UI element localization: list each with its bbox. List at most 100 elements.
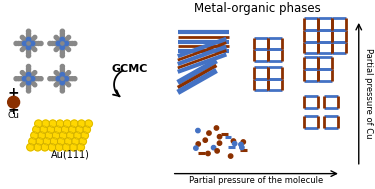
Circle shape [27, 70, 31, 74]
Circle shape [69, 126, 76, 133]
Circle shape [33, 71, 37, 74]
Circle shape [14, 77, 18, 81]
Circle shape [60, 89, 64, 93]
Circle shape [56, 143, 63, 151]
Circle shape [60, 49, 64, 53]
Circle shape [203, 138, 207, 142]
Circle shape [60, 84, 64, 88]
Circle shape [48, 41, 52, 46]
Circle shape [27, 29, 31, 33]
Circle shape [16, 77, 21, 81]
Circle shape [40, 126, 48, 133]
Circle shape [34, 41, 38, 46]
Circle shape [58, 44, 62, 48]
Circle shape [56, 81, 60, 85]
Circle shape [32, 72, 35, 76]
Circle shape [60, 45, 64, 50]
Circle shape [70, 41, 74, 46]
Circle shape [27, 64, 31, 69]
Circle shape [24, 39, 28, 43]
Circle shape [30, 80, 33, 83]
Circle shape [64, 41, 69, 46]
Circle shape [196, 128, 200, 133]
Circle shape [63, 143, 70, 151]
Circle shape [58, 80, 62, 83]
Circle shape [27, 86, 31, 91]
Circle shape [27, 49, 31, 53]
Circle shape [29, 138, 36, 145]
Circle shape [39, 77, 43, 81]
Circle shape [62, 126, 69, 133]
Circle shape [73, 77, 77, 81]
Circle shape [56, 72, 60, 76]
Circle shape [239, 142, 243, 147]
Circle shape [41, 143, 49, 151]
Circle shape [27, 89, 31, 93]
Circle shape [60, 29, 64, 33]
Circle shape [48, 143, 56, 151]
Circle shape [26, 45, 31, 50]
Circle shape [54, 71, 58, 74]
Circle shape [79, 138, 86, 145]
Text: GCMC: GCMC [112, 64, 148, 74]
Text: Partial pressure of Cu: Partial pressure of Cu [364, 48, 373, 139]
Circle shape [74, 132, 81, 139]
Circle shape [60, 81, 64, 85]
Circle shape [33, 83, 37, 87]
Circle shape [231, 139, 236, 143]
Circle shape [196, 142, 200, 146]
Circle shape [65, 37, 69, 41]
Circle shape [34, 143, 42, 151]
Circle shape [217, 141, 222, 145]
Circle shape [60, 51, 64, 55]
Circle shape [53, 77, 57, 81]
Circle shape [33, 35, 37, 39]
Circle shape [215, 149, 219, 153]
Circle shape [217, 135, 222, 139]
Circle shape [56, 120, 64, 127]
Circle shape [24, 80, 28, 83]
Circle shape [65, 81, 69, 85]
Circle shape [211, 146, 216, 150]
Circle shape [70, 77, 74, 81]
Circle shape [24, 74, 28, 78]
Circle shape [20, 48, 24, 52]
Circle shape [22, 72, 26, 76]
Circle shape [72, 138, 79, 145]
Circle shape [26, 73, 31, 77]
Circle shape [54, 126, 62, 133]
Circle shape [60, 73, 64, 77]
Circle shape [27, 84, 31, 88]
Circle shape [63, 120, 71, 127]
Circle shape [26, 81, 31, 85]
Circle shape [45, 132, 53, 139]
Circle shape [32, 46, 35, 50]
Circle shape [30, 74, 33, 78]
Circle shape [67, 83, 70, 87]
Circle shape [36, 138, 44, 145]
Circle shape [26, 37, 31, 42]
Circle shape [39, 41, 43, 46]
Circle shape [54, 35, 58, 39]
Circle shape [33, 126, 40, 133]
Circle shape [48, 77, 52, 81]
Circle shape [68, 77, 72, 81]
Circle shape [27, 54, 31, 58]
Text: Metal-organic phases: Metal-organic phases [194, 2, 321, 15]
Circle shape [58, 74, 62, 78]
Circle shape [14, 41, 18, 46]
Circle shape [56, 41, 61, 46]
Circle shape [35, 120, 42, 127]
Circle shape [20, 83, 24, 87]
Circle shape [76, 126, 83, 133]
Circle shape [20, 71, 24, 74]
Circle shape [83, 126, 90, 133]
Circle shape [58, 39, 62, 43]
Circle shape [61, 77, 64, 80]
Circle shape [27, 67, 31, 71]
Circle shape [228, 154, 233, 158]
Circle shape [63, 44, 67, 48]
Circle shape [32, 81, 35, 85]
Circle shape [63, 74, 67, 78]
Circle shape [52, 132, 60, 139]
